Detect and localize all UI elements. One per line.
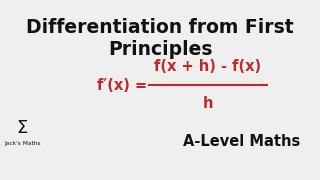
Text: Jack's Maths: Jack's Maths <box>4 141 40 147</box>
Text: h: h <box>203 96 213 111</box>
Text: f(x + h) - f(x): f(x + h) - f(x) <box>155 59 261 74</box>
Text: f′(x) =: f′(x) = <box>97 78 152 93</box>
Text: Differentiation from First: Differentiation from First <box>26 18 294 37</box>
Text: A-Level Maths: A-Level Maths <box>183 134 300 150</box>
Text: Principles: Principles <box>108 40 212 59</box>
Text: $\Sigma$: $\Sigma$ <box>16 119 28 137</box>
